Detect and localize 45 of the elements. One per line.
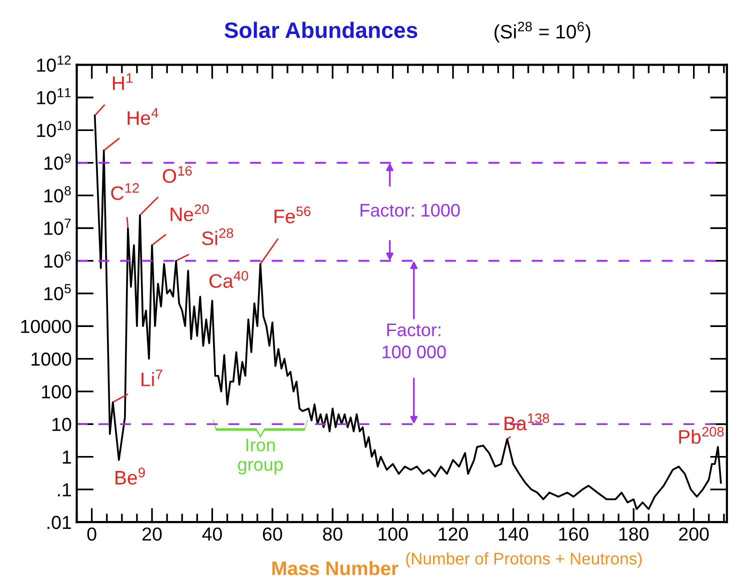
annotation: Ne$^{20}$ (170, 204, 209, 222)
y-tick-label: .01 (48, 516, 71, 530)
y-tick-label: 10$^{6}$ (44, 251, 71, 268)
x-tick-label: 80 (322, 527, 342, 541)
y-tick-label: 1000 (32, 352, 72, 366)
y-tick-label: 10$^{7}$ (44, 218, 71, 235)
annotation: Iron group (238, 438, 283, 474)
annotation: Be$^{9}$ (116, 468, 145, 485)
x-tick-label: 40 (202, 527, 222, 541)
annotation: Li$^{7}$ (142, 370, 162, 386)
annotation: Ba$^{138}$ (504, 413, 550, 430)
annotation: Pb$^{208}$ (679, 426, 724, 444)
x-tick-label: 180 (619, 527, 649, 541)
chart-title: Solar Abundances (224, 22, 418, 38)
annotation: H$^{1}$ (113, 73, 133, 90)
y-tick-label: 10$^{11}$ (37, 88, 71, 104)
y-tick-label: 100 (42, 385, 72, 398)
y-tick-label: .1 (58, 483, 71, 496)
annotation: Factor: 100 000 (382, 324, 446, 358)
x-tick-label: 20 (142, 527, 162, 541)
y-tick-label: 10$^{8}$ (44, 186, 71, 202)
annotation: Factor: 1000 (360, 204, 460, 217)
y-tick-label: 10$^{5}$ (44, 284, 71, 300)
annotation: Fe$^{56}$ (274, 206, 310, 224)
x-tick-label: 200 (679, 527, 709, 541)
y-tick-label: 10$^{10}$ (37, 120, 71, 138)
y-tick-label: 10$^{12}$ (37, 55, 71, 72)
x-tick-label: 160 (559, 527, 588, 541)
x-tick-label: 140 (499, 527, 528, 541)
y-tick-label: 10000 (21, 320, 72, 334)
annotation: Si$^{28}$ (202, 228, 234, 246)
annotation: Ca$^{40}$ (209, 270, 248, 288)
annotation: C$^{12}$ (111, 183, 139, 200)
text: (Number of Protons + Neutrons) (406, 552, 642, 568)
y-tick-label: 10 (52, 418, 72, 432)
chart-subtitle: (Si$^{28}$ = 10$^{6}$) (494, 22, 590, 42)
annotation: O$^{16}$ (162, 166, 192, 183)
y-tick-label: 10$^{9}$ (44, 153, 71, 170)
x-tick-label: 60 (262, 527, 282, 541)
annotation: He$^{4}$ (128, 108, 158, 125)
y-tick-label: 1 (62, 450, 71, 464)
x-tick-label: 100 (378, 527, 408, 541)
x-axis-title: Mass Number (272, 560, 398, 576)
x-tick-label: 0 (87, 527, 96, 541)
x-tick-label: 120 (438, 527, 468, 541)
